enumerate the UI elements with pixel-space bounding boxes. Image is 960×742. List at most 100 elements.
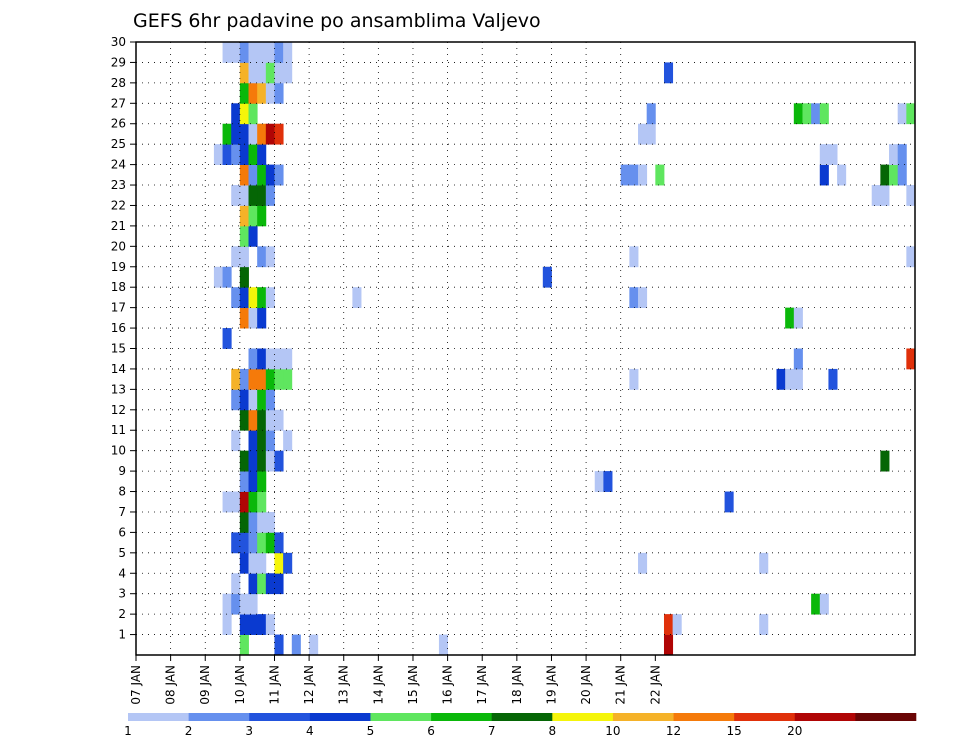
colorbar-segment [431, 713, 492, 721]
colorbar-segment [309, 713, 371, 721]
heatmap-cell [309, 634, 319, 656]
heatmap-cell [819, 144, 829, 165]
colorbar-segment [491, 713, 553, 721]
y-tick-label: 13 [111, 382, 126, 396]
heatmap-cell [231, 123, 241, 145]
x-tick-label: 15 JAN [406, 665, 420, 705]
colorbar-label: 15 [727, 724, 742, 738]
heatmap-cell [906, 348, 916, 370]
y-tick-label: 11 [111, 423, 126, 437]
heatmap-cell [724, 491, 734, 513]
heatmap-cell [257, 471, 267, 492]
heatmap-cell [239, 103, 249, 125]
heatmap-cell [248, 103, 258, 125]
heatmap-cell [265, 511, 275, 533]
heatmap-cell [265, 123, 275, 145]
y-tick-label: 20 [111, 239, 126, 253]
colorbar-segment [370, 713, 432, 721]
y-tick-label: 23 [111, 178, 126, 192]
heatmap-cell [265, 42, 275, 63]
heatmap-cell [239, 368, 249, 390]
colorbar-label: 8 [548, 724, 556, 738]
colorbar-label: 12 [666, 724, 681, 738]
heatmap-cell [231, 430, 241, 452]
heatmap-cell [638, 287, 648, 309]
x-tick-label: 09 JAN [198, 665, 212, 705]
heatmap-cells [213, 42, 916, 656]
heatmap-cell [274, 552, 284, 574]
x-tick-label: 22 JAN [648, 665, 662, 705]
heatmap-cell [257, 511, 267, 533]
heatmap-cell [906, 185, 916, 206]
heatmap-cell [248, 123, 258, 145]
heatmap-cell [265, 532, 275, 554]
heatmap-cell [265, 389, 275, 411]
colorbar-segment [673, 713, 735, 721]
heatmap-cell [239, 471, 249, 492]
heatmap-cell [248, 348, 258, 370]
colorbar-label: 3 [245, 724, 253, 738]
x-tick-label: 19 JAN [544, 665, 558, 705]
heatmap-cell [274, 450, 284, 472]
heatmap-cell [655, 164, 665, 186]
heatmap-cell [646, 123, 656, 145]
y-tick-label: 18 [111, 280, 126, 294]
heatmap-cell [257, 491, 267, 513]
heatmap-cell [274, 42, 284, 63]
y-tick-label: 27 [111, 96, 126, 110]
heatmap-cell [248, 573, 258, 595]
heatmap-cell [257, 144, 267, 165]
heatmap-cell [248, 62, 258, 84]
colorbar-segment [552, 713, 614, 721]
heatmap-cell [239, 82, 249, 104]
colorbar-label: 10 [605, 724, 620, 738]
heatmap-cell [248, 82, 258, 104]
heatmap-cell [672, 614, 682, 635]
heatmap-cell [257, 82, 267, 104]
heatmap-cell [897, 144, 907, 165]
heatmap-cell [239, 144, 249, 165]
heatmap-cell [629, 368, 639, 390]
heatmap-cell [629, 164, 639, 186]
heatmap-cell [248, 491, 258, 513]
heatmap-cell [828, 368, 838, 390]
heatmap-cell [283, 552, 293, 574]
heatmap-cell [811, 593, 821, 615]
heatmap-cell [239, 389, 249, 411]
x-tick-label: 17 JAN [475, 665, 489, 705]
heatmap-cell [248, 225, 258, 247]
heatmap-cell [239, 450, 249, 472]
heatmap-cell [620, 164, 630, 186]
heatmap-cell [231, 144, 241, 165]
heatmap-cell [274, 409, 284, 431]
heatmap-cell [239, 205, 249, 227]
heatmap-cell [889, 144, 899, 165]
y-tick-label: 26 [111, 117, 126, 131]
heatmap-cell [239, 409, 249, 431]
heatmap-cell [239, 123, 249, 145]
heatmap-cell [239, 225, 249, 247]
y-tick-label: 14 [111, 362, 126, 376]
y-tick-label: 4 [118, 566, 126, 580]
heatmap-cell [239, 614, 249, 635]
heatmap-cell [283, 368, 293, 390]
x-tick-label: 07 JAN [129, 665, 143, 705]
heatmap-cell [265, 246, 275, 268]
heatmap-cell [248, 164, 258, 186]
y-tick-label: 17 [111, 301, 126, 315]
heatmap-cell [248, 185, 258, 206]
heatmap-cell [802, 103, 812, 125]
heatmap-cell [776, 368, 786, 390]
heatmap-cell [352, 287, 362, 309]
heatmap-cell [231, 573, 241, 595]
heatmap-cell [265, 614, 275, 635]
heatmap-cell [257, 42, 267, 63]
heatmap-cell [594, 471, 604, 492]
heatmap-cell [231, 593, 241, 615]
heatmap-cell [239, 552, 249, 574]
heatmap-cell [248, 532, 258, 554]
heatmap-cell [231, 491, 241, 513]
heatmap-cell [871, 185, 881, 206]
heatmap-cell [231, 287, 241, 309]
